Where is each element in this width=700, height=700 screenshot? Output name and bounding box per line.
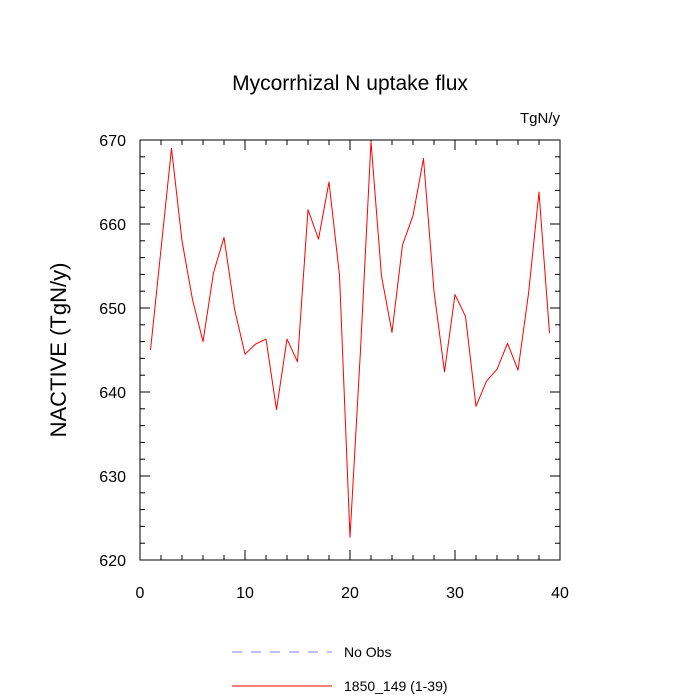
x-tick-label: 10: [236, 585, 254, 602]
axis-ticks: [139, 139, 561, 561]
y-tick-label: 640: [99, 385, 126, 402]
y-tick-label: 670: [99, 133, 126, 150]
tick-labels: 0 10 20 30 40 620 630 640 650 660 670: [99, 133, 569, 602]
legend-label: 1850_149 (1-39): [344, 678, 448, 694]
series-layer: [150, 141, 550, 538]
x-tick-label: 30: [446, 585, 464, 602]
y-tick-label: 660: [99, 217, 126, 234]
y-tick-label: 620: [99, 553, 126, 570]
x-tick-label: 40: [551, 585, 569, 602]
y-tick-label: 650: [99, 301, 126, 318]
legend: No Obs 1850_149 (1-39): [232, 644, 448, 694]
y-tick-label: 630: [99, 469, 126, 486]
units-label: TgN/y: [520, 110, 561, 127]
x-tick-label: 0: [136, 585, 145, 602]
plot-frame: [139, 139, 561, 561]
series-line: [150, 141, 550, 538]
y-axis-label: NACTIVE (TgN/y): [46, 263, 71, 438]
chart-title: Mycorrhizal N uptake flux: [232, 72, 468, 95]
legend-label: No Obs: [344, 644, 391, 660]
x-tick-label: 20: [341, 585, 359, 602]
